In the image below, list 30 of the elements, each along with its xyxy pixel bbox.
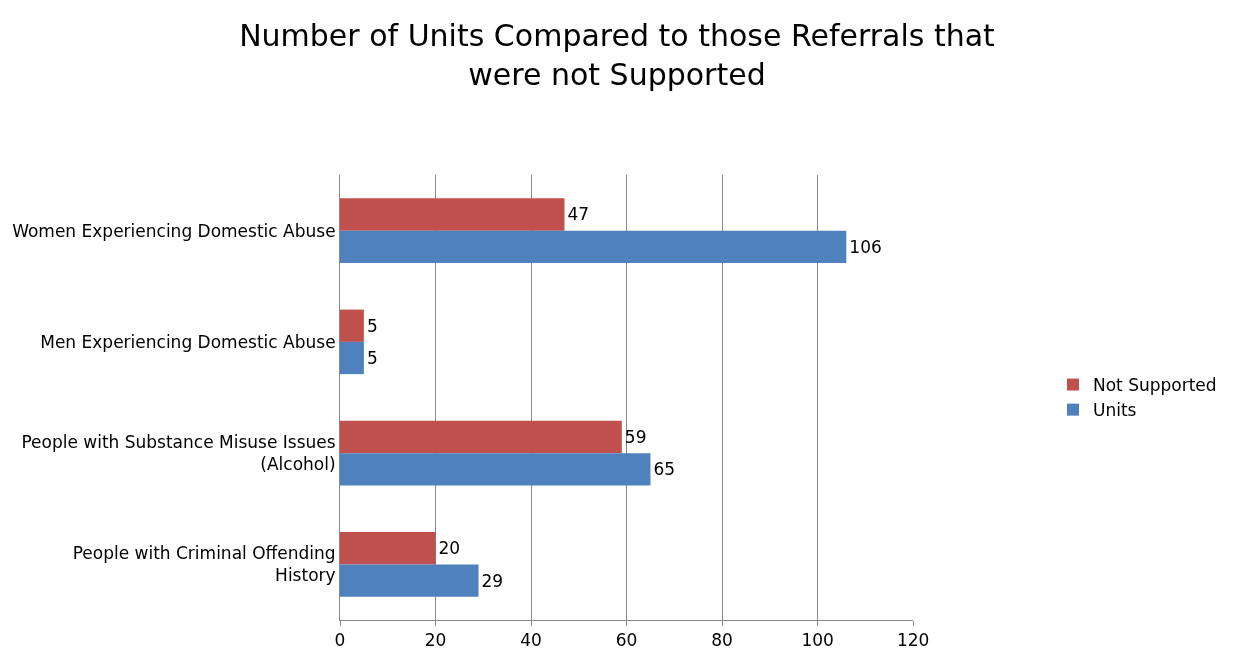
data-label: 65 [653,459,676,480]
bar [340,341,364,375]
data-label: 106 [849,236,882,257]
x-tick-label: 60 [615,630,638,651]
bar [340,309,364,342]
data-label: 59 [624,426,647,447]
x-tick-label: 120 [896,630,930,651]
data-label: 20 [438,538,461,559]
data-label: 29 [481,570,504,591]
x-tick-label: 100 [801,630,834,651]
x-tick-label: 20 [424,630,447,651]
y-tick-label: People with Substance Misuse Issues (Alcohol) [21,432,336,475]
bar [340,564,479,597]
chart-title: Number of Units Compared to those Referrals that were not Supported [239,18,996,93]
bar [340,453,651,486]
bar [340,420,622,454]
legend-label: Units [1092,400,1137,421]
y-tick-label: Women Experiencing Domestic Abuse [12,220,336,241]
x-tick-label: 40 [520,630,542,651]
x-tick-label: 0 [334,630,346,651]
y-tick-label: People with Criminal Offending History [72,543,336,586]
legend-label: Not Supported [1092,375,1217,396]
bar [340,532,436,565]
bar [340,198,565,231]
x-tick-label: 80 [711,630,733,651]
bar [340,230,847,263]
data-label: 5 [366,315,378,336]
data-label: 5 [366,348,378,369]
y-tick-label: Men Experiencing Domestic Abuse [40,331,336,352]
data-label: 47 [567,204,590,225]
